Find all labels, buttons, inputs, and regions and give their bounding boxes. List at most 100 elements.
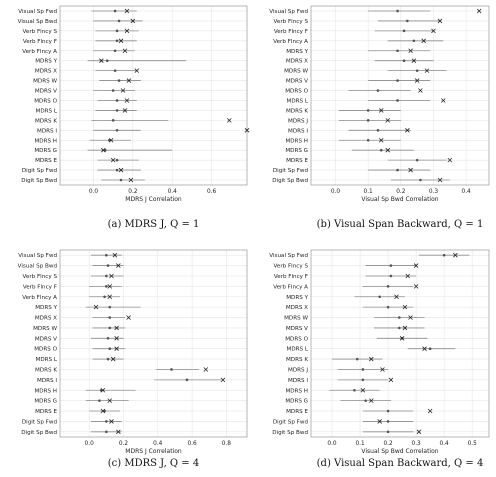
x-marker-stroke (408, 48, 413, 54)
category-label: MDRS V (286, 79, 308, 85)
x-marker-stroke (453, 252, 458, 258)
x-tick-label: 0.2 (119, 441, 129, 447)
x-marker (413, 284, 419, 289)
category-label: Verb Flncy S (23, 274, 58, 280)
x-marker (388, 377, 394, 383)
x-marker (220, 377, 226, 383)
x-marker-stroke (124, 28, 130, 34)
x-marker-stroke (385, 118, 391, 123)
x-marker (118, 38, 124, 44)
x-marker (402, 325, 408, 331)
category-label: MDRS I (37, 128, 57, 134)
point-estimate (98, 399, 101, 402)
category-label: Digit Sp Bwd (272, 430, 308, 436)
x-marker-stroke (388, 377, 394, 383)
panel-caption: (d) Visual Span Backward, Q = 4 (317, 458, 484, 469)
x-marker-stroke (368, 398, 374, 403)
x-axis-label: Visual Sp Bwd Correlation (361, 196, 438, 203)
x-marker-stroke (424, 68, 430, 73)
x-marker-stroke (126, 315, 131, 320)
x-tick-label: 0.4 (440, 441, 450, 447)
x-tick-label: 0.0 (89, 189, 99, 195)
plot-frame (59, 249, 248, 438)
category-label: Verb Flncy F (23, 39, 57, 45)
x-tick-label: 0.6 (187, 441, 197, 447)
x-marker (114, 325, 119, 331)
point-estimate (415, 69, 419, 72)
x-marker (244, 128, 250, 133)
x-tick-label: 0.4 (168, 189, 178, 195)
x-marker (437, 177, 443, 183)
x-marker (413, 263, 419, 268)
category-label: Visual Sp Bwd (18, 264, 58, 270)
point-estimate (376, 89, 380, 92)
x-marker (416, 429, 422, 435)
point-estimate (105, 420, 108, 423)
x-marker-stroke (244, 128, 250, 133)
point-estimate (105, 253, 108, 257)
x-marker-stroke (385, 147, 391, 153)
x-marker (107, 294, 113, 300)
category-label: MDRS K (286, 357, 308, 363)
category-label: MDRS E (35, 409, 57, 415)
point-estimate (386, 305, 390, 309)
point-estimate (415, 158, 419, 162)
x-marker-stroke (437, 18, 443, 24)
category-label: MDRS H (285, 388, 308, 394)
point-estimate (115, 168, 119, 172)
panel-caption: (c) MDRS J, Q = 4 (108, 458, 199, 469)
x-tick-label: 0.2 (128, 189, 138, 195)
category-label: MDRS H (34, 388, 57, 394)
point-estimate (113, 49, 117, 53)
category-label: Digit Sp Fwd (22, 419, 58, 425)
category-label: MDRS H (285, 138, 308, 144)
category-label: Visual Sp Fwd (18, 9, 57, 15)
category-label: Visual Sp Fwd (269, 253, 308, 259)
category-label: MDRS W (284, 69, 308, 75)
x-marker-stroke (399, 336, 405, 341)
x-marker-stroke (118, 38, 124, 44)
x-marker (378, 137, 384, 143)
x-marker-stroke (427, 408, 433, 414)
category-label: MDRS Y (286, 49, 308, 55)
category-label: MDRS J (288, 118, 308, 124)
category-label: MDRS W (33, 79, 57, 85)
x-marker-stroke (107, 398, 113, 403)
x-marker-stroke (440, 98, 446, 103)
x-marker (99, 58, 104, 63)
x-marker-stroke (431, 28, 436, 34)
x-marker-stroke (128, 177, 134, 183)
x-marker (405, 128, 410, 133)
x-marker (109, 419, 114, 424)
x-marker-stroke (100, 408, 106, 414)
x-marker-stroke (126, 78, 132, 83)
point-estimate (355, 357, 359, 361)
category-label: MDRS O (34, 347, 57, 353)
x-marker (424, 68, 430, 73)
x-marker (114, 346, 119, 351)
point-estimate (428, 347, 432, 350)
point-estimate (170, 368, 173, 371)
point-estimate (119, 178, 123, 182)
x-marker (427, 408, 433, 414)
x-marker-stroke (101, 147, 106, 153)
x-marker-stroke (414, 78, 420, 83)
x-marker (422, 346, 427, 351)
category-label: MDRS L (36, 108, 58, 114)
x-marker (120, 88, 126, 93)
x-marker (394, 294, 399, 300)
x-marker (122, 48, 128, 54)
x-marker (124, 28, 130, 34)
plot-frame (310, 5, 490, 186)
category-label: MDRS I (37, 378, 57, 384)
point-estimate (115, 29, 119, 33)
x-marker-stroke (402, 325, 408, 331)
point-estimate (115, 129, 119, 132)
x-marker-stroke (130, 18, 136, 24)
category-label: Verb Flncy S (274, 19, 309, 25)
x-marker (408, 48, 413, 54)
point-estimate (412, 39, 416, 43)
point-estimate (105, 285, 108, 288)
point-estimate (115, 99, 119, 102)
